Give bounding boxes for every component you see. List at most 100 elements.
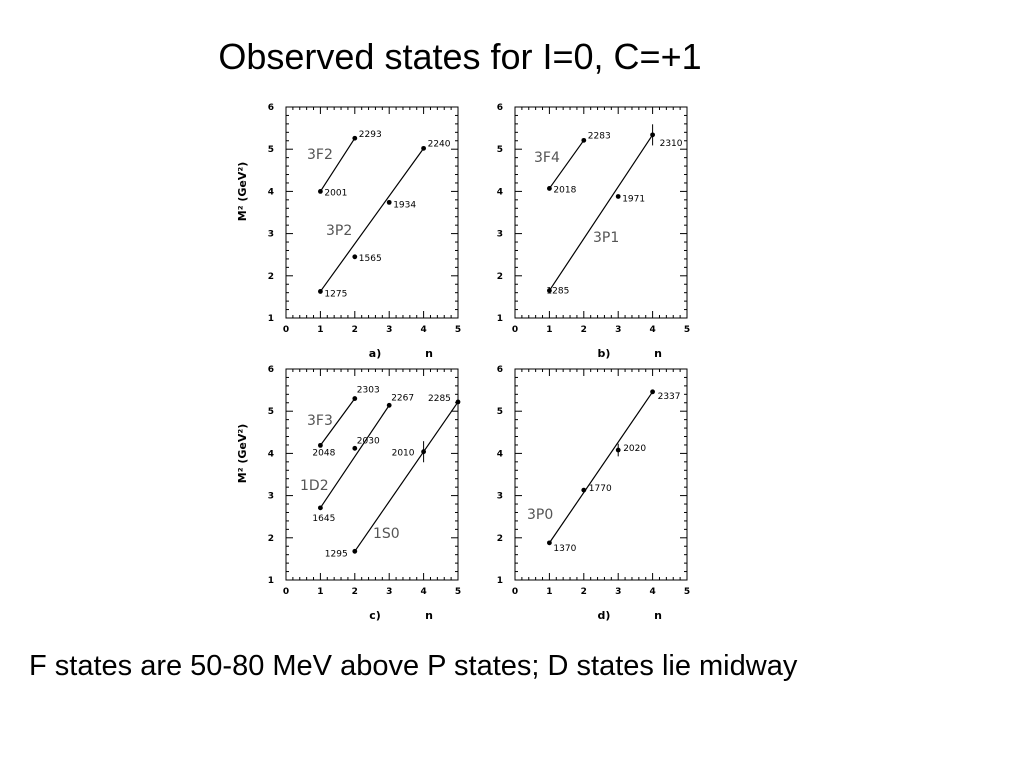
y-tick-label: 2 <box>497 534 503 544</box>
y-tick-label: 6 <box>497 103 503 113</box>
y-tick-label: 1 <box>497 576 503 586</box>
x-axis-label: n <box>654 347 662 360</box>
y-tick-label: 4 <box>268 449 274 459</box>
trajectory-line <box>548 139 585 189</box>
mass-label: 2310 <box>660 139 683 149</box>
data-point <box>352 254 358 260</box>
x-tick-label: 1 <box>317 325 323 335</box>
y-tick-label: 6 <box>268 103 274 113</box>
mass-label: 1971 <box>622 194 645 204</box>
series-name-label: 3P1 <box>593 230 619 246</box>
data-point <box>650 389 655 395</box>
y-tick-label: 1 <box>268 576 274 586</box>
mass-label: 2018 <box>553 185 576 195</box>
y-tick-label: 5 <box>268 145 274 155</box>
mass-label: 1370 <box>553 544 576 554</box>
mass-label: 1275 <box>324 289 347 299</box>
trajectory-line <box>319 398 356 446</box>
data-point <box>615 447 621 453</box>
x-axis-label: n <box>654 609 662 622</box>
mass-label: 1770 <box>589 484 612 494</box>
y-tick-label: 5 <box>497 145 503 155</box>
data-point <box>547 186 552 191</box>
y-tick-label: 1 <box>497 314 503 324</box>
x-tick-label: 2 <box>581 587 587 597</box>
x-tick-label: 3 <box>615 325 621 335</box>
series-name-label: 3P0 <box>527 507 553 523</box>
x-tick-label: 0 <box>283 325 289 335</box>
y-tick-label: 6 <box>497 365 503 375</box>
mass-label: 1285 <box>546 287 569 297</box>
plot-frame <box>285 368 459 581</box>
panel-label: d) <box>598 609 611 622</box>
y-tick-label: 4 <box>268 187 274 197</box>
trajectory-line <box>548 391 654 544</box>
series-name-label: 3P2 <box>326 223 352 239</box>
y-tick-label: 5 <box>268 407 274 417</box>
series-name-label: 1D2 <box>300 478 329 494</box>
y-tick-label: 2 <box>268 272 274 282</box>
plot-frame <box>514 106 688 319</box>
y-tick-label: 2 <box>268 534 274 544</box>
mass-label: 2337 <box>658 392 681 402</box>
x-tick-label: 2 <box>352 325 358 335</box>
y-tick-label: 3 <box>268 492 274 502</box>
mass-label: 2030 <box>357 436 380 446</box>
data-point <box>318 289 323 294</box>
panel-b: 0 1 2 3 4 5123456nb)3F4201822833P112851971231… <box>497 103 690 360</box>
data-point <box>386 199 392 205</box>
y-tick-label: 6 <box>268 365 274 375</box>
trajectory-line <box>354 401 459 552</box>
mass-label: 2020 <box>623 444 646 454</box>
mass-label: 2283 <box>588 131 611 141</box>
y-tick-label: 2 <box>497 272 503 282</box>
mass-label: 2240 <box>428 139 451 149</box>
mass-label: 1645 <box>312 514 335 524</box>
y-tick-label: 3 <box>268 230 274 240</box>
x-tick-label: 0 <box>283 587 289 597</box>
y-tick-label: 3 <box>497 492 503 502</box>
y-tick-label: 1 <box>268 314 274 324</box>
mass-label: 2267 <box>391 393 414 403</box>
x-tick-label: 3 <box>615 587 621 597</box>
x-tick-label: 1 <box>546 587 552 597</box>
trajectory-line <box>319 148 425 292</box>
x-tick-label: 1 <box>546 325 552 335</box>
mass-label: 2001 <box>324 188 347 198</box>
data-point <box>352 548 358 554</box>
mass-label: 2285 <box>428 394 451 404</box>
panel-label: c) <box>369 609 381 622</box>
x-tick-label: 5 <box>455 325 461 335</box>
mass-label: 1934 <box>393 200 416 210</box>
mass-label: 2303 <box>357 386 380 396</box>
series-name-label: 3F4 <box>534 150 560 166</box>
data-point <box>615 194 621 199</box>
x-tick-label: 5 <box>455 587 461 597</box>
x-tick-label: 2 <box>352 587 358 597</box>
trajectory-line <box>319 404 390 509</box>
x-axis-label: n <box>425 609 433 622</box>
data-point <box>318 189 323 194</box>
plot-frame <box>285 106 459 319</box>
data-point <box>318 505 323 511</box>
data-point <box>352 445 358 451</box>
data-point <box>421 145 426 151</box>
x-tick-label: 0 <box>512 325 518 335</box>
y-axis-label: M² (GeV²) <box>236 424 249 483</box>
series-name-label: 3F2 <box>307 147 333 163</box>
mass-label: 2010 <box>392 449 415 459</box>
data-point <box>421 449 426 455</box>
x-axis-label: n <box>425 347 433 360</box>
slide-title: Observed states for I=0, C=+1 <box>218 36 702 77</box>
y-tick-label: 3 <box>497 230 503 240</box>
x-tick-label: 4 <box>649 325 655 335</box>
y-tick-label: 5 <box>497 407 503 417</box>
series-name-label: 1S0 <box>373 526 400 542</box>
y-axis-label: M² (GeV²) <box>236 162 249 221</box>
panel-label: b) <box>598 347 611 360</box>
data-point <box>318 442 323 448</box>
x-tick-label: 5 <box>684 325 690 335</box>
